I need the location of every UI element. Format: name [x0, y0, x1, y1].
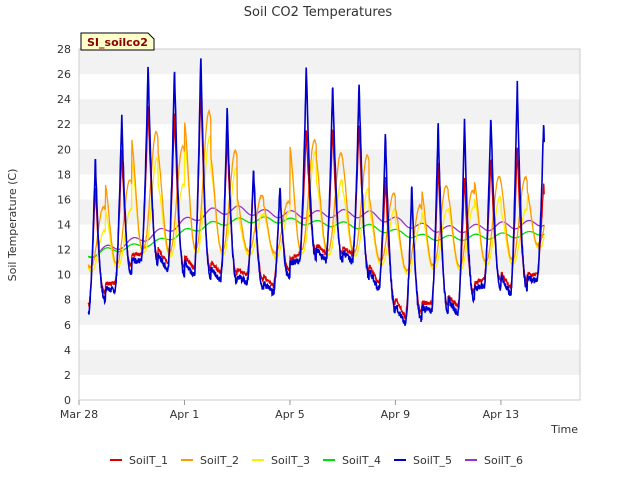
- site-tag-box: [80, 32, 155, 51]
- y-tick-label: 4: [64, 344, 71, 357]
- legend-label: SoilT_2: [200, 454, 239, 467]
- grid-band: [79, 324, 580, 350]
- x-tick-label: Apr 5: [275, 408, 305, 421]
- x-axis-label: Time: [550, 423, 578, 436]
- x-tick-label: Mar 28: [60, 408, 98, 421]
- y-tick-label: 0: [64, 394, 71, 407]
- y-tick-label: 22: [57, 118, 71, 131]
- chart-title: Soil CO2 Temperatures: [244, 5, 393, 20]
- y-tick-label: 28: [57, 43, 71, 56]
- grid-band: [79, 99, 580, 125]
- x-tick-label: Apr 1: [170, 408, 200, 421]
- y-tick-label: 10: [57, 269, 71, 282]
- legend-label: SoilT_6: [484, 454, 523, 467]
- grid-bands: [78, 48, 581, 401]
- grid-band: [79, 124, 580, 150]
- series-line-soilt-2: [87, 108, 545, 273]
- plot-frame: [78, 48, 581, 401]
- x-tick-label: Apr 9: [381, 408, 411, 421]
- grid-band: [79, 274, 580, 300]
- legend: SoilT_1 SoilT_2 SoilT_3 SoilT_4 SoilT_5 SoilT…: [110, 454, 523, 467]
- y-tick-label: 12: [57, 244, 71, 257]
- y-axis-label: Soil Temperature (C): [6, 169, 19, 282]
- site-tag: SI_soilco2: [80, 32, 155, 51]
- grid-band: [79, 149, 580, 175]
- grid-band: [79, 299, 580, 325]
- grid-band: [79, 374, 580, 400]
- y-tick-label: 6: [64, 319, 71, 332]
- y-tick-label: 14: [57, 219, 71, 232]
- legend-label: SoilT_5: [413, 454, 452, 467]
- grid-band: [79, 74, 580, 100]
- legend-label: SoilT_1: [129, 454, 168, 467]
- y-tick-label: 18: [57, 168, 71, 181]
- plot-area: [87, 58, 545, 326]
- grid-band: [79, 49, 580, 75]
- series-line-soilt-5: [87, 58, 545, 326]
- y-tick-label: 24: [57, 93, 71, 106]
- legend-label: SoilT_3: [271, 454, 310, 467]
- y-tick-label: 26: [57, 68, 71, 81]
- site-tag-label: SI_soilco2: [87, 36, 148, 49]
- y-tick-label: 2: [64, 369, 71, 382]
- y-tick-label: 20: [57, 143, 71, 156]
- legend-label: SoilT_4: [342, 454, 381, 467]
- y-tick-label: 8: [64, 294, 71, 307]
- y-tick-label: 16: [57, 193, 71, 206]
- grid-band: [79, 349, 580, 375]
- x-axis-ticks: Mar 28 Apr 1 Apr 5 Apr 9 Apr 13: [60, 400, 519, 421]
- x-tick-label: Apr 13: [483, 408, 520, 421]
